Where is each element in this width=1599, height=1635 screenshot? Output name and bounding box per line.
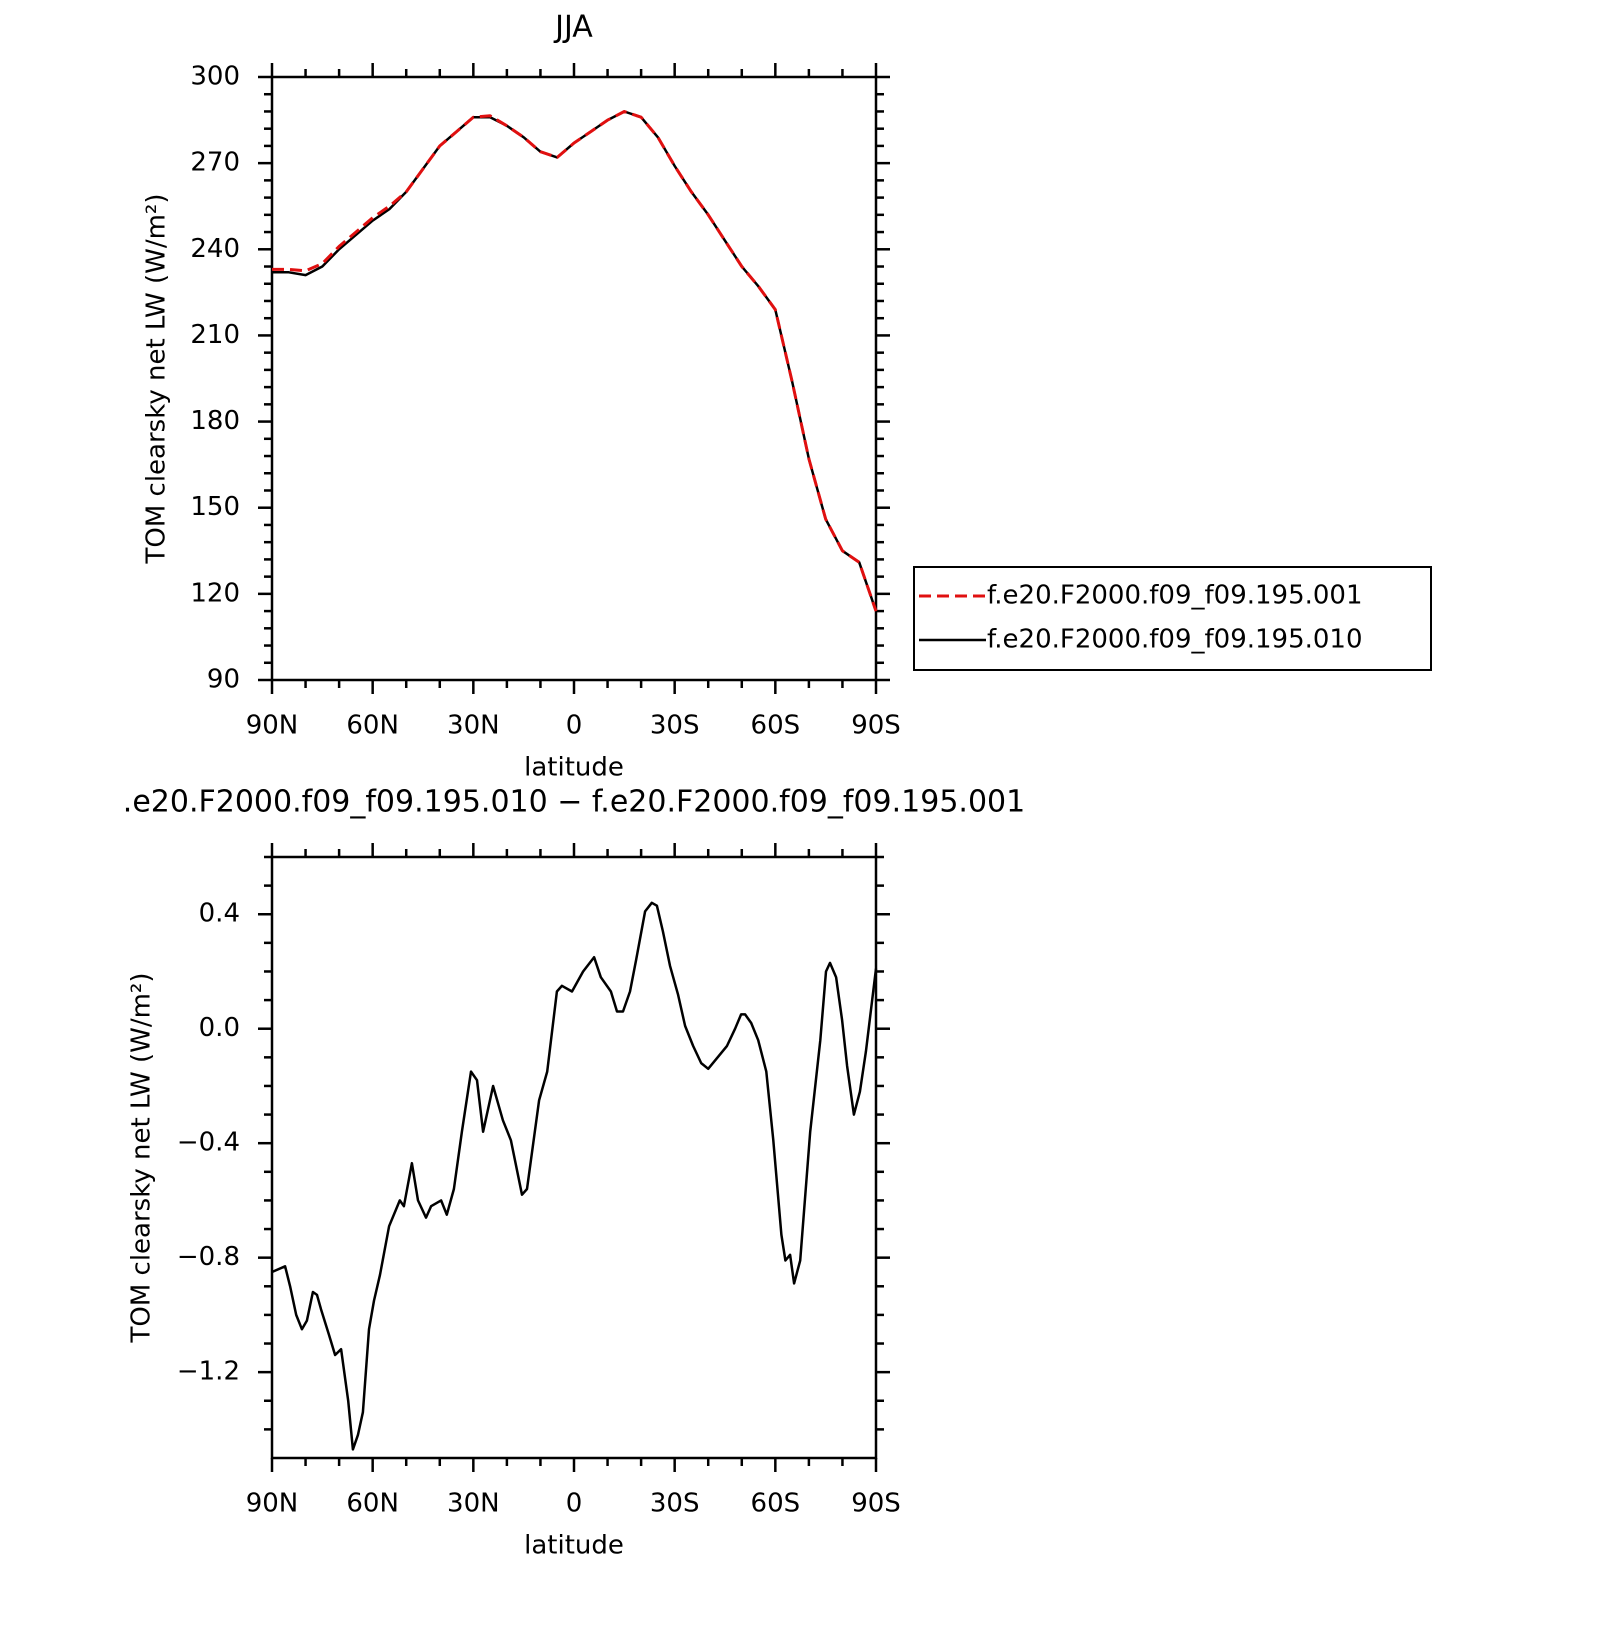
data-line (271, 901, 878, 1451)
x-tick-label: 90S (851, 1489, 901, 1519)
x-tick-label: 0 (566, 711, 583, 741)
y-tick-label: 120 (190, 578, 240, 608)
plot-frame (270, 855, 878, 1460)
y-tick-label: −0.8 (177, 1242, 240, 1272)
plot-frame (270, 75, 878, 682)
legend-label: f.e20.F2000.f09_f09.195.010 (987, 625, 1363, 655)
x-tick-label: 30N (447, 1489, 500, 1519)
x-tick-label: 90N (246, 711, 299, 741)
x-tick-label: 90N (246, 1489, 299, 1519)
y-tick-label: 150 (190, 492, 240, 522)
y-tick-label: −1.2 (177, 1357, 240, 1387)
y-tick-label: −0.4 (177, 1128, 240, 1158)
legend-box (913, 566, 1432, 671)
x-tick-label: 0 (566, 1489, 583, 1519)
x-tick-label: 60S (751, 711, 801, 741)
x-tick-label: 90S (851, 711, 901, 741)
y-tick-label: 90 (207, 665, 240, 695)
chart-title: JJA (553, 10, 593, 45)
y-tick-label: 0.0 (199, 1013, 240, 1043)
y-tick-label: 210 (190, 320, 240, 350)
y-tick-label: 270 (190, 148, 240, 178)
x-axis-label: latitude (524, 1531, 624, 1561)
y-axis-label: TOM clearsky net LW (W/m²) (142, 193, 172, 564)
x-tick-label: 60N (346, 1489, 399, 1519)
x-tick-label: 60S (751, 1489, 801, 1519)
y-tick-label: 240 (190, 234, 240, 264)
y-tick-label: 300 (190, 62, 240, 92)
legend-label: f.e20.F2000.f09_f09.195.001 (987, 581, 1363, 611)
x-tick-label: 30S (650, 711, 700, 741)
chart-title: .e20.F2000.f09_f09.195.010 − f.e20.F2000… (123, 785, 1025, 820)
x-tick-label: 60N (346, 711, 399, 741)
y-axis-label: TOM clearsky net LW (W/m²) (127, 972, 157, 1343)
x-tick-label: 30N (447, 711, 500, 741)
data-line (272, 110, 878, 612)
y-tick-label: 0.4 (199, 899, 240, 929)
y-tick-label: 180 (190, 406, 240, 436)
x-tick-label: 30S (650, 1489, 700, 1519)
data-line (272, 110, 878, 612)
x-axis-label: latitude (524, 753, 624, 783)
